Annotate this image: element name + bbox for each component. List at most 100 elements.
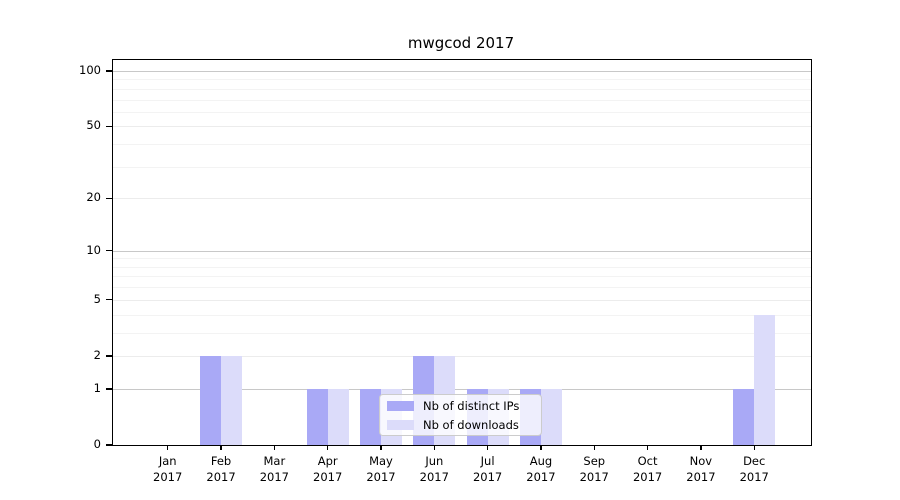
- year-label: 2017: [419, 470, 449, 484]
- x-axis-tick-label: Jun 2017: [407, 453, 461, 485]
- gridline-20: [113, 198, 811, 200]
- bar-feb-distinct-ips: [200, 355, 222, 445]
- month-label: Nov: [689, 454, 713, 468]
- x-axis-tick-label: Apr 2017: [301, 453, 355, 485]
- gridline-2: [113, 355, 811, 357]
- month-label: Mar: [263, 454, 286, 468]
- y-axis-tick: [106, 444, 113, 446]
- x-axis-tick: [380, 445, 382, 450]
- bar-may-distinct-ips: [359, 388, 381, 445]
- y-axis-tick: [106, 299, 113, 301]
- month-label: Feb: [210, 454, 232, 468]
- gridline-5: [113, 299, 811, 301]
- year-label: 2017: [472, 470, 503, 484]
- x-axis-tick-label: Mar 2017: [247, 453, 301, 485]
- minor-gridline: [113, 258, 811, 260]
- x-axis-tick: [167, 445, 169, 450]
- month-label: Aug: [529, 454, 553, 468]
- minor-gridline: [113, 266, 811, 268]
- bar-dec-downloads: [754, 314, 776, 445]
- minor-gridline: [113, 144, 811, 146]
- minor-gridline: [113, 332, 811, 334]
- year-label: 2017: [153, 470, 183, 484]
- legend-label-distinct-ips: Nb of distinct IPs: [423, 398, 520, 413]
- year-label: 2017: [313, 470, 343, 484]
- x-axis-tick-label: Sep 2017: [567, 453, 621, 485]
- month-label: Sep: [583, 454, 606, 468]
- x-axis-tick: [700, 445, 702, 450]
- x-axis-tick: [646, 445, 649, 450]
- x-axis-tick: [220, 445, 222, 450]
- plot-area: 0 1 2 5 10 20 50 100 Jan 2017 Feb 2017 Mar 2017 Apr 201…: [79, 59, 812, 484]
- year-label: 2017: [739, 470, 769, 484]
- month-label: Dec: [743, 454, 766, 468]
- bar-aug-downloads: [540, 388, 562, 445]
- x-axis-tick: [753, 445, 755, 450]
- x-axis-tick: [273, 445, 276, 450]
- x-axis-tick-label: Jan 2017: [141, 453, 195, 485]
- gridline-10: [113, 250, 811, 252]
- year-label: 2017: [366, 470, 396, 484]
- legend-item-downloads: Nb of downloads: [387, 417, 541, 432]
- y-axis-tick-label: 100: [79, 62, 101, 77]
- month-label: Oct: [637, 454, 658, 468]
- x-axis-tick-label: Nov 2017: [674, 453, 728, 485]
- minor-gridline: [113, 99, 811, 101]
- x-axis-tick: [593, 445, 595, 450]
- x-axis-tick-label: Aug 2017: [514, 453, 568, 485]
- year-label: 2017: [579, 470, 609, 484]
- year-label: 2017: [526, 470, 556, 484]
- minor-gridline: [113, 79, 811, 81]
- x-axis-tick: [326, 445, 329, 450]
- y-axis-tick: [106, 388, 113, 390]
- bar-apr-distinct-ips: [306, 388, 328, 445]
- month-label: Jan: [158, 454, 177, 468]
- y-axis-tick: [106, 125, 113, 128]
- x-axis-tick: [433, 445, 435, 450]
- bar-dec-distinct-ips: [733, 388, 755, 445]
- x-axis-tick-label: May 2017: [354, 453, 408, 485]
- gridline-50: [113, 126, 811, 128]
- y-axis-tick: [106, 355, 113, 357]
- chart-title: mwgcod 2017: [407, 34, 515, 52]
- x-axis-tick-label: Jul 2017: [461, 453, 515, 485]
- distinct-ips-swatch-icon: [387, 400, 414, 411]
- legend-label-downloads: Nb of downloads: [423, 417, 519, 432]
- year-label: 2017: [686, 470, 716, 484]
- minor-gridline: [113, 314, 811, 316]
- month-label: Apr: [317, 454, 338, 468]
- minor-gridline: [113, 166, 811, 168]
- y-axis-tick-label: 20: [86, 190, 101, 205]
- y-axis-tick-label: 10: [86, 242, 101, 257]
- x-axis-tick-label: Oct 2017: [621, 453, 675, 485]
- y-axis-tick: [106, 197, 113, 199]
- x-axis-tick: [540, 445, 542, 450]
- year-label: 2017: [632, 470, 663, 484]
- gridline-1: [113, 388, 811, 390]
- legend: Nb of distinct IPs Nb of downloads: [379, 394, 542, 436]
- bar-feb-downloads: [221, 355, 243, 445]
- minor-gridline: [113, 287, 811, 289]
- minor-gridline: [113, 111, 811, 113]
- year-label: 2017: [206, 470, 236, 484]
- y-axis-tick-label: 5: [93, 291, 101, 306]
- y-axis-tick: [106, 249, 113, 252]
- y-axis-tick-label: 1: [93, 380, 101, 395]
- y-axis-tick-label: 0: [93, 437, 101, 451]
- x-axis-tick-label: Dec 2017: [727, 453, 781, 485]
- legend-item-distinct-ips: Nb of distinct IPs: [387, 398, 541, 413]
- x-axis-tick: [486, 445, 489, 450]
- bar-apr-downloads: [327, 388, 349, 445]
- gridline-100: [113, 70, 811, 72]
- x-axis-tick-label: Feb 2017: [194, 453, 248, 485]
- y-axis-tick: [106, 70, 113, 72]
- month-label: May: [369, 454, 393, 468]
- month-label: Jul: [480, 454, 495, 468]
- minor-gridline: [113, 88, 811, 90]
- y-axis-tick-label: 50: [86, 118, 101, 133]
- downloads-swatch-icon: [387, 419, 414, 430]
- minor-gridline: [113, 276, 811, 278]
- y-axis-tick-label: 2: [93, 347, 101, 362]
- month-label: Jun: [425, 454, 444, 468]
